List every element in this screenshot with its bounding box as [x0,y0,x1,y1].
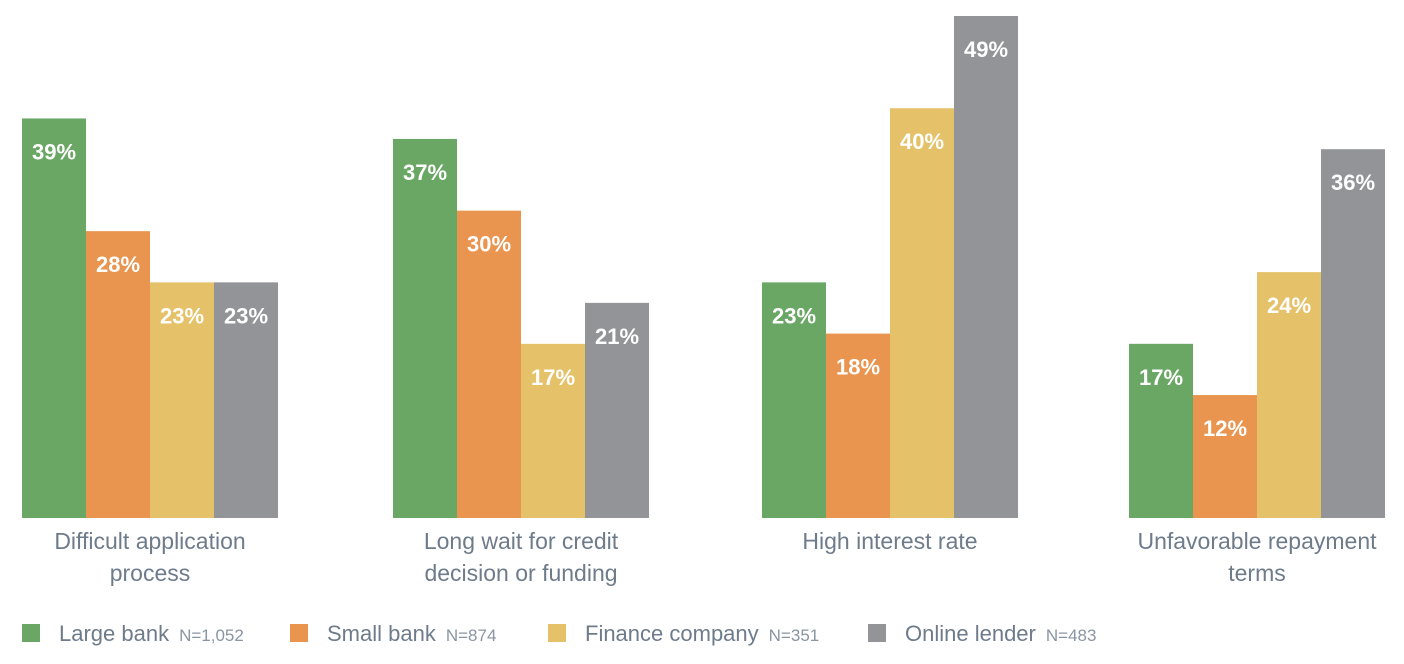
legend-sample-size: N=1,052 [179,626,244,645]
bar-online-lender [585,302,649,518]
category-labels: Difficult application process Long wait fo… [54,528,1377,586]
category-label: decision or funding [424,560,617,586]
bar-online-lender [1321,149,1385,519]
legend-sample-size: N=874 [446,626,497,645]
bar-online-lender [954,16,1018,518]
bar-value-label: 23% [224,303,268,328]
category-label: terms [1228,560,1286,586]
legend-label: Small bank [327,621,437,646]
bar-large-bank [1129,343,1193,518]
legend-swatch [22,624,40,642]
bar-value-label: 23% [772,303,816,328]
legend-sample-size: N=483 [1046,626,1097,645]
legend-swatch [290,624,308,642]
bar-value-label: 24% [1267,293,1311,318]
bar-value-label: 37% [403,160,447,185]
bar-small-bank [1193,395,1257,518]
category-label: Difficult application [54,528,245,554]
category-label: Long wait for credit [424,528,619,554]
legend-swatch [868,624,886,642]
bars-layer: 39% 28% 23% 23% 37% 30% 17% 21% 23% 18% 40% 49% 17% 1… [22,16,1385,519]
category-label: process [110,560,191,586]
bar-large-bank [762,282,826,518]
legend-label: Finance company [585,621,759,646]
bar-finance-company [150,282,214,518]
bar-online-lender [214,282,278,518]
bar-value-label: 21% [595,324,639,349]
bar-large-bank [22,118,86,519]
bar-small-bank [86,231,150,518]
bar-value-label: 17% [531,365,575,390]
category-label: High interest rate [802,528,977,554]
bar-value-label: 17% [1139,365,1183,390]
bar-finance-company [890,108,954,519]
bar-value-label: 39% [32,139,76,164]
legend-label: Online lender [905,621,1036,646]
legend-sample-size: N=351 [769,626,820,645]
bar-value-label: 30% [467,232,511,257]
bar-small-bank [457,210,521,518]
legend-swatch [548,624,566,642]
bar-finance-company [1257,272,1321,518]
bar-small-bank [826,333,890,518]
bar-value-label: 36% [1331,170,1375,195]
bar-large-bank [393,138,457,518]
bar-value-label: 49% [964,37,1008,62]
legend-label: Large bank [59,621,170,646]
bar-value-label: 28% [96,252,140,277]
legend: Large bank N=1,052 Small bank N=874 Finance … [22,621,1096,646]
bar-finance-company [521,343,585,518]
bar-value-label: 18% [836,355,880,380]
bar-value-label: 23% [160,303,204,328]
bar-value-label: 12% [1203,416,1247,441]
category-label: Unfavorable repayment [1137,528,1377,554]
bar-value-label: 40% [900,129,944,154]
